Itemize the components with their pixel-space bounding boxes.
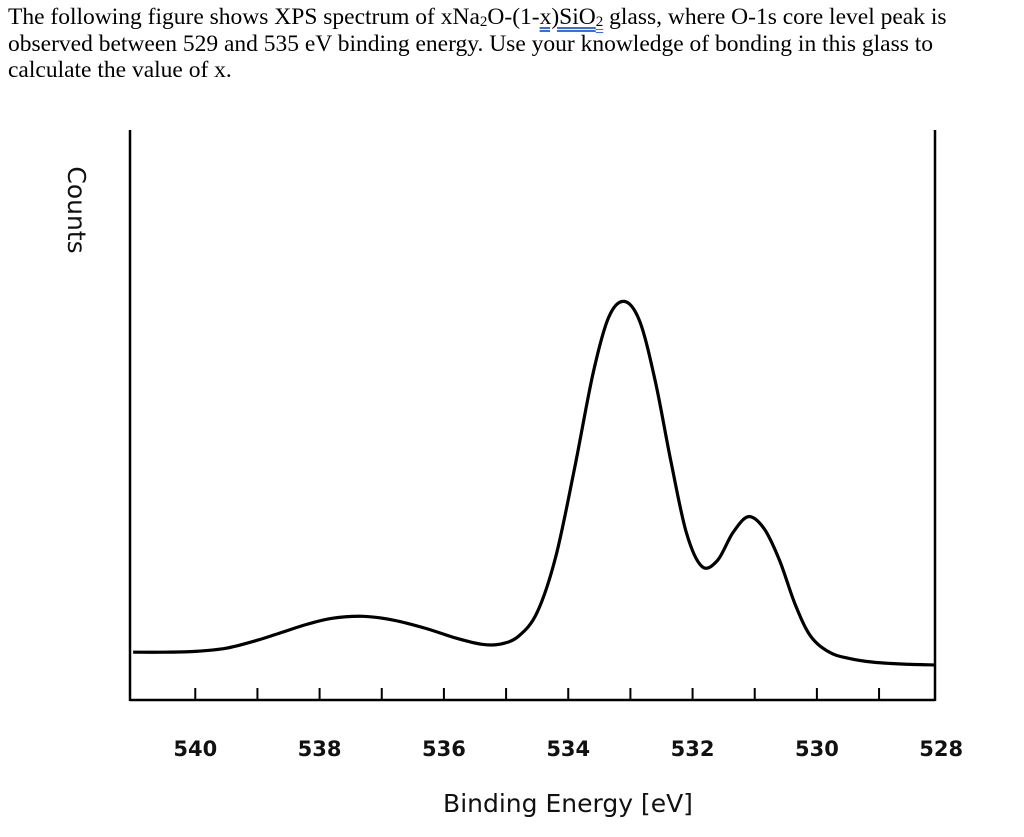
x-tick-label: 534 [546,737,590,761]
subscript: 2 [479,14,488,30]
x-tick-labels: 540 538 536 534 532 530 528 [173,737,963,761]
subscript: 2 [595,14,604,30]
x-ticks [194,688,881,700]
spectrum-line [133,299,936,667]
x-tick-label: 528 [919,737,963,761]
x-axis-label: Binding Energy [eV] [443,789,693,818]
question-text-part: glass, where O-1s core level peak is obs… [8,4,947,83]
plot-frame [128,130,937,702]
y-axis-label: Counts [62,166,91,253]
x-tick-label: 536 [422,737,466,761]
question-text-part: O-(1- [487,4,540,30]
question-text: The following figure shows XPS spectrum … [8,4,1018,84]
x-tick-label: 530 [795,737,839,761]
question-text-part: The following figure shows XPS spectrum … [8,4,480,30]
spellcheck-flagged-text[interactable]: x)SiO [539,4,596,30]
x-tick-label: 532 [671,737,715,761]
x-tick-label: 540 [173,737,217,761]
x-tick-label: 538 [298,737,342,761]
